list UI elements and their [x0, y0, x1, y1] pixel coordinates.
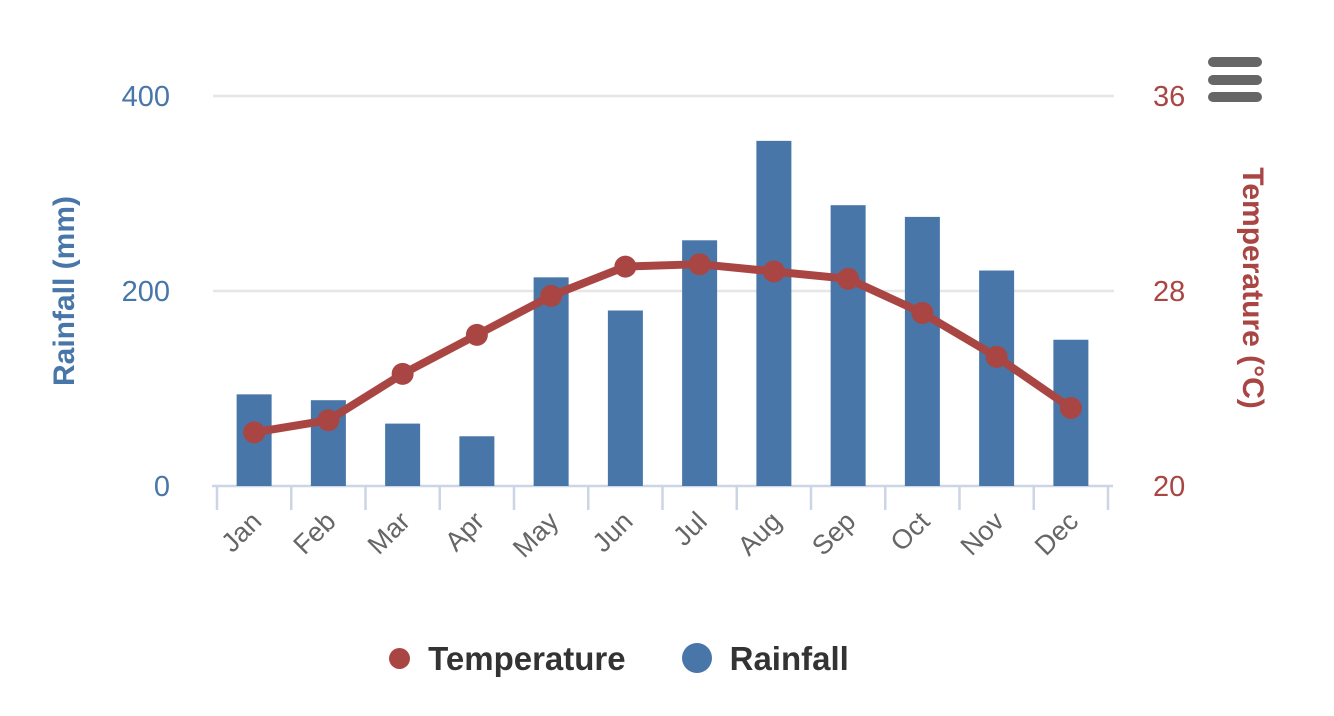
legend-label-temperature: Temperature	[428, 639, 626, 677]
y-axis-left-label-400: 400	[122, 81, 170, 113]
point-temperature-jun[interactable]	[614, 255, 637, 278]
y-axis-right-label-36: 36	[1153, 81, 1185, 113]
x-axis-label-jun: Jun	[587, 506, 639, 558]
x-axis-label-apr: Apr	[439, 506, 490, 557]
chart-context-menu-button[interactable]	[1206, 56, 1264, 103]
bar-rainfall-jun[interactable]	[607, 310, 643, 487]
x-axis-label-jul: Jul	[667, 506, 713, 552]
bar-rainfall-nov[interactable]	[979, 270, 1015, 486]
bar-rainfall-aug[interactable]	[756, 140, 792, 486]
x-axis-label-oct: Oct	[885, 506, 936, 557]
point-temperature-apr[interactable]	[465, 323, 488, 346]
bar-rainfall-may[interactable]	[533, 277, 569, 486]
bar-rainfall-sep[interactable]	[830, 205, 866, 486]
point-temperature-aug[interactable]	[762, 260, 785, 283]
y-axis-right-title: Temperature (°C)	[1236, 167, 1269, 408]
temperature-series-marker-icon	[389, 647, 411, 669]
point-temperature-mar[interactable]	[391, 362, 414, 385]
point-temperature-dec[interactable]	[1059, 397, 1082, 419]
y-axis-right-label-28: 28	[1153, 276, 1185, 308]
hamburger-icon	[1208, 74, 1262, 85]
point-temperature-jan[interactable]	[243, 421, 266, 444]
point-temperature-jul[interactable]	[688, 253, 711, 276]
bar-rainfall-oct[interactable]	[904, 216, 940, 486]
bar-rainfall-mar[interactable]	[385, 423, 421, 486]
temperature-line	[250, 260, 1075, 437]
point-temperature-oct[interactable]	[911, 301, 934, 324]
y-axis-right-label-20: 20	[1153, 471, 1185, 503]
y-axis-left-label-0: 0	[154, 471, 170, 503]
point-temperature-nov[interactable]	[985, 345, 1008, 368]
legend-item-rainfall[interactable]: Rainfall	[681, 639, 849, 677]
y-axis-left-title: Rainfall (mm)	[48, 196, 81, 386]
y-axis-left-label-200: 200	[122, 276, 170, 308]
x-axis-label-feb: Feb	[288, 506, 342, 560]
x-axis-label-mar: Mar	[362, 506, 416, 560]
legend: Temperature Rainfall	[0, 630, 1238, 686]
point-temperature-sep[interactable]	[837, 267, 860, 290]
legend-item-temperature[interactable]: Temperature	[389, 639, 626, 677]
hamburger-icon	[1208, 92, 1262, 102]
legend-label-rainfall: Rainfall	[729, 639, 849, 677]
rainfall-series-marker-icon	[681, 643, 712, 673]
x-axis-label-nov: Nov	[955, 506, 1011, 562]
x-axis-label-sep: Sep	[806, 506, 861, 561]
x-axis-label-dec: Dec	[1029, 506, 1084, 561]
bar-rainfall-jul[interactable]	[682, 240, 718, 486]
point-temperature-may[interactable]	[540, 284, 563, 307]
x-axis-label-aug: Aug	[732, 506, 787, 561]
x-axis-label-jan: Jan	[215, 506, 267, 558]
x-axis-label-may: May	[507, 506, 565, 564]
point-temperature-feb[interactable]	[317, 409, 340, 432]
hamburger-icon	[1208, 57, 1262, 67]
bar-rainfall-apr[interactable]	[459, 436, 495, 486]
